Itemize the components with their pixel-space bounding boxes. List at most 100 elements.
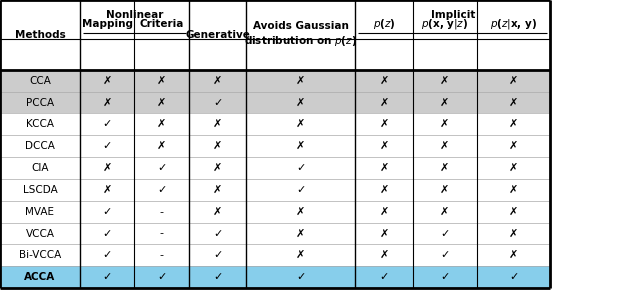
Text: ✓: ✓ [440,272,449,282]
Text: Methods: Methods [15,30,65,40]
Text: ✗: ✗ [213,141,222,151]
Text: ✗: ✗ [440,207,449,217]
Text: ✓: ✓ [296,163,305,173]
Text: $p$($z$): $p$($z$) [372,17,396,31]
Text: ✗: ✗ [509,228,518,239]
Text: ✗: ✗ [296,76,305,86]
Text: ✗: ✗ [440,97,449,108]
Text: ✗: ✗ [440,119,449,129]
Text: ✓: ✓ [157,163,166,173]
Text: ✗: ✗ [509,163,518,173]
Text: ✗: ✗ [157,119,166,129]
Bar [0,113,550,135]
Text: ✓: ✓ [440,250,449,260]
Text: ✓: ✓ [296,185,305,195]
Text: DCCA: DCCA [25,141,55,151]
Text: ✗: ✗ [157,97,166,108]
Text: Avoids Gaussian
distribution on $p$($z$): Avoids Gaussian distribution on $p$($z$) [244,22,357,48]
Text: ✓: ✓ [157,185,166,195]
Text: Criteria: Criteria [140,19,184,29]
Text: ✗: ✗ [509,141,518,151]
Text: ACCA: ACCA [24,272,56,282]
Text: ✗: ✗ [102,185,112,195]
Text: ✓: ✓ [157,272,166,282]
Text: ✗: ✗ [380,76,388,86]
Text: ✗: ✗ [157,76,166,86]
Text: ✓: ✓ [102,207,112,217]
Text: ✗: ✗ [509,119,518,129]
Bar [0,135,550,157]
Text: ✓: ✓ [102,272,112,282]
Text: ✗: ✗ [380,185,388,195]
Bar [0,92,550,113]
Text: ✓: ✓ [213,97,222,108]
Bar [0,179,550,201]
Bar [0,0,550,39]
Text: -: - [159,207,164,217]
Text: ✗: ✗ [296,97,305,108]
Text: ✗: ✗ [440,185,449,195]
Text: ✗: ✗ [509,250,518,260]
Bar [0,201,550,223]
Text: ✗: ✗ [380,97,388,108]
Text: -: - [159,250,164,260]
Text: ✗: ✗ [102,76,112,86]
Text: VCCA: VCCA [26,228,54,239]
Text: ✓: ✓ [213,272,222,282]
Text: ✗: ✗ [213,163,222,173]
Text: ✗: ✗ [213,76,222,86]
Text: ✗: ✗ [440,141,449,151]
Text: KCCA: KCCA [26,119,54,129]
Text: Mapping: Mapping [82,19,132,29]
Text: ✗: ✗ [296,250,305,260]
Text: ✗: ✗ [440,76,449,86]
Text: ✓: ✓ [102,141,112,151]
Text: ✗: ✗ [157,141,166,151]
Bar [0,39,550,70]
Bar [0,70,550,92]
Text: ✗: ✗ [213,119,222,129]
Text: Nonlinear: Nonlinear [106,10,163,20]
Text: ✗: ✗ [380,250,388,260]
Text: ✓: ✓ [213,250,222,260]
Text: ✓: ✓ [380,272,388,282]
Bar [0,244,550,266]
Text: CIA: CIA [31,163,49,173]
Text: ✗: ✗ [296,141,305,151]
Text: ✗: ✗ [102,163,112,173]
Text: ✗: ✗ [213,185,222,195]
Text: ✓: ✓ [213,228,222,239]
Text: MVAE: MVAE [26,207,54,217]
Text: ✓: ✓ [296,272,305,282]
Text: ✗: ✗ [213,207,222,217]
Text: ✗: ✗ [440,163,449,173]
Text: ✗: ✗ [380,119,388,129]
Text: $p$($\mathbf{x}$, $\mathbf{y}|z$): $p$($\mathbf{x}$, $\mathbf{y}|z$) [421,17,468,31]
Text: ✗: ✗ [509,97,518,108]
Text: ✗: ✗ [380,141,388,151]
Text: -: - [159,228,164,239]
Text: ✗: ✗ [509,76,518,86]
Text: Generative: Generative [185,30,250,40]
Text: ✓: ✓ [102,250,112,260]
Text: PCCA: PCCA [26,97,54,108]
Text: ✗: ✗ [296,207,305,217]
Text: ✗: ✗ [380,228,388,239]
Text: $p$($z|\mathbf{x}$, $\mathbf{y}$): $p$($z|\mathbf{x}$, $\mathbf{y}$) [490,17,537,31]
Text: ✗: ✗ [296,228,305,239]
Text: ✗: ✗ [509,207,518,217]
Text: ✓: ✓ [102,119,112,129]
Text: ✗: ✗ [102,97,112,108]
Text: ✓: ✓ [102,228,112,239]
Text: ✗: ✗ [380,163,388,173]
Bar [0,223,550,244]
Text: CCA: CCA [29,76,51,86]
Text: ✗: ✗ [380,207,388,217]
Text: ✗: ✗ [509,185,518,195]
Text: ✗: ✗ [296,119,305,129]
Text: LSCDA: LSCDA [22,185,58,195]
Text: Implicit: Implicit [431,10,475,20]
Bar [0,157,550,179]
Text: ✓: ✓ [509,272,518,282]
Bar [0,266,550,288]
